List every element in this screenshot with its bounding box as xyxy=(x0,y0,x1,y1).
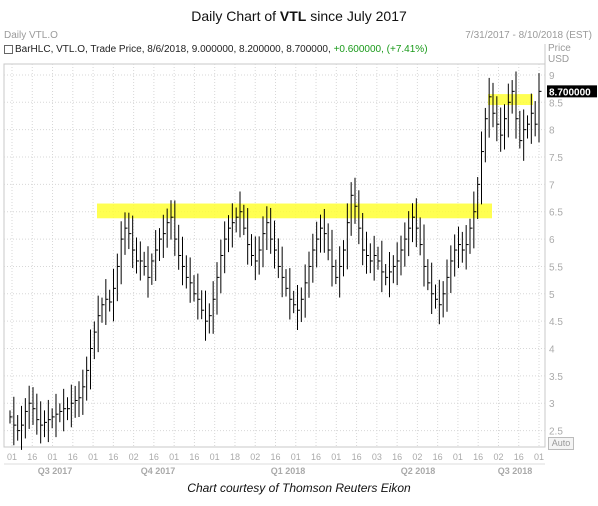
current-price-tag xyxy=(547,85,597,98)
chart-legend: BarHLC, VTL.O, Trade Price, 8/6/2018, 9.… xyxy=(4,44,428,55)
y-tick-label: 3.5 xyxy=(549,372,563,383)
x-tick-label: 16 xyxy=(433,452,443,462)
x-tick-label: 16 xyxy=(27,452,37,462)
y-tick-label: 6.5 xyxy=(549,208,563,219)
chart-title: Daily Chart of VTL since July 2017 xyxy=(191,8,407,24)
legend-change: +0.600000, (+7.41%) xyxy=(333,44,428,55)
y-tick-label: 7 xyxy=(549,180,555,191)
x-tick-label: 02 xyxy=(493,452,503,462)
x-tick-label: 16 xyxy=(392,452,402,462)
x-tick-label: 01 xyxy=(331,452,341,462)
y-tick-label: 4 xyxy=(549,345,555,356)
date-range: 7/31/2017 - 8/10/2018 (EST) xyxy=(465,30,592,41)
x-tick-label: 16 xyxy=(68,452,78,462)
price-bars xyxy=(9,71,542,450)
x-tick-label: 02 xyxy=(412,452,422,462)
x-tick-label: 02 xyxy=(129,452,139,462)
x-tick-label: 01 xyxy=(291,452,301,462)
x-tick-label: 16 xyxy=(189,452,199,462)
quarter-label: Q3 2018 xyxy=(498,466,533,476)
x-tick-label: 01 xyxy=(210,452,220,462)
x-tick-label: 01 xyxy=(534,452,544,462)
y-tick-label: 5.5 xyxy=(549,262,563,273)
x-tick-label: 01 xyxy=(453,452,463,462)
y-tick-label: 6 xyxy=(549,235,555,246)
x-tick-label: 16 xyxy=(473,452,483,462)
x-tick-label: 16 xyxy=(149,452,159,462)
x-tick-label: 16 xyxy=(352,452,362,462)
y-tick-label: 7.5 xyxy=(549,153,563,164)
y-tick-label: 8.5 xyxy=(549,98,563,109)
resistance-zone xyxy=(97,203,492,219)
series-name: Daily VTL.O xyxy=(4,30,58,41)
y-tick-label: 2.5 xyxy=(549,427,563,438)
x-tick-label: 01 xyxy=(7,452,17,462)
x-tick-label: 16 xyxy=(514,452,524,462)
y-tick-label: 3 xyxy=(549,399,555,410)
quarter-label: Q4 2017 xyxy=(141,466,176,476)
quarter-label: Q1 2018 xyxy=(271,466,306,476)
y-tick-label: 8 xyxy=(549,126,555,137)
legend-square-icon xyxy=(4,44,13,54)
x-tick-label: 01 xyxy=(88,452,98,462)
x-axis: 01 16 01 16 01 16 02 16 01 16 01 18 02 16 01 16 01 16 03 16… xyxy=(4,452,545,476)
y-tick-label: 5 xyxy=(549,290,555,301)
price-axis-header: Price USD xyxy=(548,43,571,65)
x-tick-label: 18 xyxy=(230,452,240,462)
resistance-zone xyxy=(488,94,533,106)
chart-caption: Chart courtesy of Thomson Reuters Eikon xyxy=(187,481,411,495)
x-tick-label: 02 xyxy=(250,452,260,462)
legend-text: BarHLC, VTL.O, Trade Price, 8/6/2018, 9.… xyxy=(15,44,331,55)
y-axis: 2.5 3 3.5 4 4.5 5 5.5 6 6.5 7 7.5 8 8.5 9 8.700000 xyxy=(547,71,597,438)
current-price-label: 8.700000 xyxy=(549,87,591,98)
y-tick-label: 9 xyxy=(549,71,555,82)
x-tick-label: 01 xyxy=(169,452,179,462)
auto-scale-button[interactable]: Auto xyxy=(548,437,574,450)
x-tick-label: 03 xyxy=(372,452,382,462)
x-tick-label: 16 xyxy=(311,452,321,462)
y-tick-label: 4.5 xyxy=(549,317,563,328)
resistance-zones xyxy=(97,94,533,219)
x-tick-label: 16 xyxy=(108,452,118,462)
quarter-label: Q2 2018 xyxy=(401,466,436,476)
x-tick-label: 16 xyxy=(270,452,280,462)
quarter-label: Q3 2017 xyxy=(38,466,73,476)
x-tick-label: 01 xyxy=(48,452,58,462)
